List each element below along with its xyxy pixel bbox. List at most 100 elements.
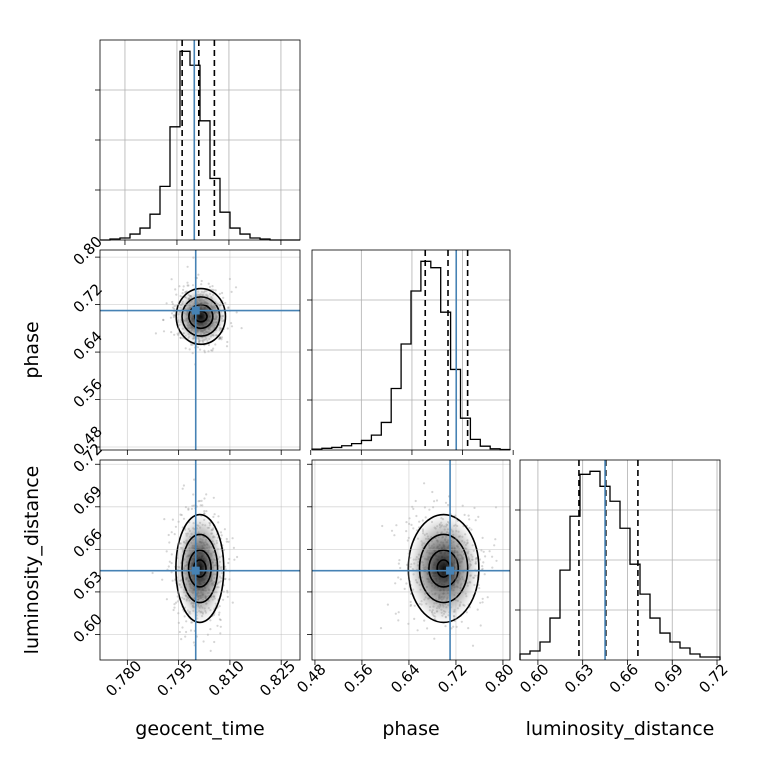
sample-point xyxy=(171,306,175,309)
sample-point xyxy=(171,518,174,521)
histogram-geocent_time xyxy=(100,50,300,241)
sample-point xyxy=(200,279,203,283)
sample-point xyxy=(235,311,238,314)
sample-point xyxy=(186,281,189,284)
sample-point xyxy=(461,504,464,507)
x-tick-label: 0.72 xyxy=(434,660,470,696)
sample-point xyxy=(208,285,212,288)
sample-point xyxy=(219,531,223,534)
sample-point xyxy=(230,290,233,293)
sample-point xyxy=(173,304,176,308)
sample-point xyxy=(230,322,233,325)
y-tick-label: 0.69 xyxy=(70,482,106,518)
sample-point xyxy=(203,510,206,513)
sample-point xyxy=(176,332,179,335)
sample-point xyxy=(169,316,172,319)
sample-point xyxy=(477,515,480,519)
sample-point xyxy=(233,558,236,561)
sample-point xyxy=(227,561,230,565)
sample-point xyxy=(214,343,217,346)
sample-point xyxy=(193,504,196,507)
contour-level-3 xyxy=(175,513,225,624)
sample-point xyxy=(172,316,175,319)
sample-point xyxy=(179,336,182,339)
sample-point xyxy=(447,503,450,507)
sample-point xyxy=(219,618,222,622)
sample-point xyxy=(174,288,177,291)
sample-point xyxy=(170,531,173,534)
sample-point xyxy=(416,629,419,632)
sample-point xyxy=(412,507,415,510)
sample-point xyxy=(179,336,182,339)
sample-point xyxy=(165,598,168,601)
sample-point xyxy=(450,627,453,630)
sample-point xyxy=(205,510,208,513)
sample-point xyxy=(476,608,479,611)
x-tick-label: 0.66 xyxy=(606,660,642,696)
sample-point xyxy=(180,513,183,517)
sample-point xyxy=(223,528,226,531)
joint-inner xyxy=(100,460,300,660)
panel-frame xyxy=(311,459,511,661)
sample-point xyxy=(209,628,212,631)
sample-point xyxy=(409,603,413,606)
sample-point xyxy=(491,555,494,558)
sample-point xyxy=(173,603,176,606)
sample-point xyxy=(227,307,230,310)
sample-point xyxy=(405,521,408,524)
x-tick-label: 0.63 xyxy=(561,660,597,696)
sample-point xyxy=(480,549,483,552)
panel-frame xyxy=(311,249,511,451)
sample-point xyxy=(192,493,195,496)
x-tick-label: 0.810 xyxy=(205,657,248,700)
sample-point xyxy=(424,516,427,519)
x-axis-label-luminosity_distance: luminosity_distance xyxy=(526,718,715,740)
sample-point xyxy=(397,576,400,579)
sample-point xyxy=(474,519,477,522)
y-tick-label: 0.80 xyxy=(70,233,106,269)
sample-point xyxy=(165,550,168,553)
truth-point xyxy=(191,306,200,315)
sample-point xyxy=(444,625,447,628)
sample-point xyxy=(200,283,203,286)
sample-point xyxy=(199,348,202,351)
sample-point xyxy=(431,490,434,494)
sample-point xyxy=(379,627,383,630)
sample-point xyxy=(197,273,200,276)
sample-point xyxy=(162,318,165,321)
sample-point xyxy=(219,625,222,628)
sample-point xyxy=(210,349,213,352)
sample-point xyxy=(216,624,219,627)
hist-panel-geocent_time xyxy=(95,39,301,245)
sample-point xyxy=(381,524,384,528)
sample-point xyxy=(240,327,243,330)
sample-point xyxy=(418,520,421,523)
sample-point xyxy=(481,601,484,604)
panel-frame xyxy=(99,39,301,241)
sample-point xyxy=(481,565,484,568)
sample-point xyxy=(471,644,475,647)
x-tick-label: 0.80 xyxy=(481,660,517,696)
sample-point xyxy=(190,343,193,346)
sample-point xyxy=(483,573,486,576)
sample-point xyxy=(186,265,189,268)
sample-point xyxy=(173,307,176,310)
sample-point xyxy=(170,571,173,574)
joint-inner xyxy=(312,460,510,660)
sample-point xyxy=(390,529,394,532)
sample-point xyxy=(173,314,176,317)
sample-point xyxy=(398,559,401,562)
sample-point xyxy=(193,478,196,481)
y-axis-label-luminosity_distance: luminosity_distance xyxy=(21,466,43,655)
sample-point xyxy=(212,288,215,292)
sample-point xyxy=(214,289,217,292)
sample-point xyxy=(170,278,173,281)
sample-point xyxy=(406,539,409,542)
density-shading xyxy=(406,511,481,626)
sample-point xyxy=(482,550,485,553)
sample-point xyxy=(486,596,489,599)
y-tick-label: 0.60 xyxy=(70,610,106,646)
sample-point xyxy=(481,567,484,571)
sample-point xyxy=(230,325,234,328)
sample-point xyxy=(186,284,189,287)
